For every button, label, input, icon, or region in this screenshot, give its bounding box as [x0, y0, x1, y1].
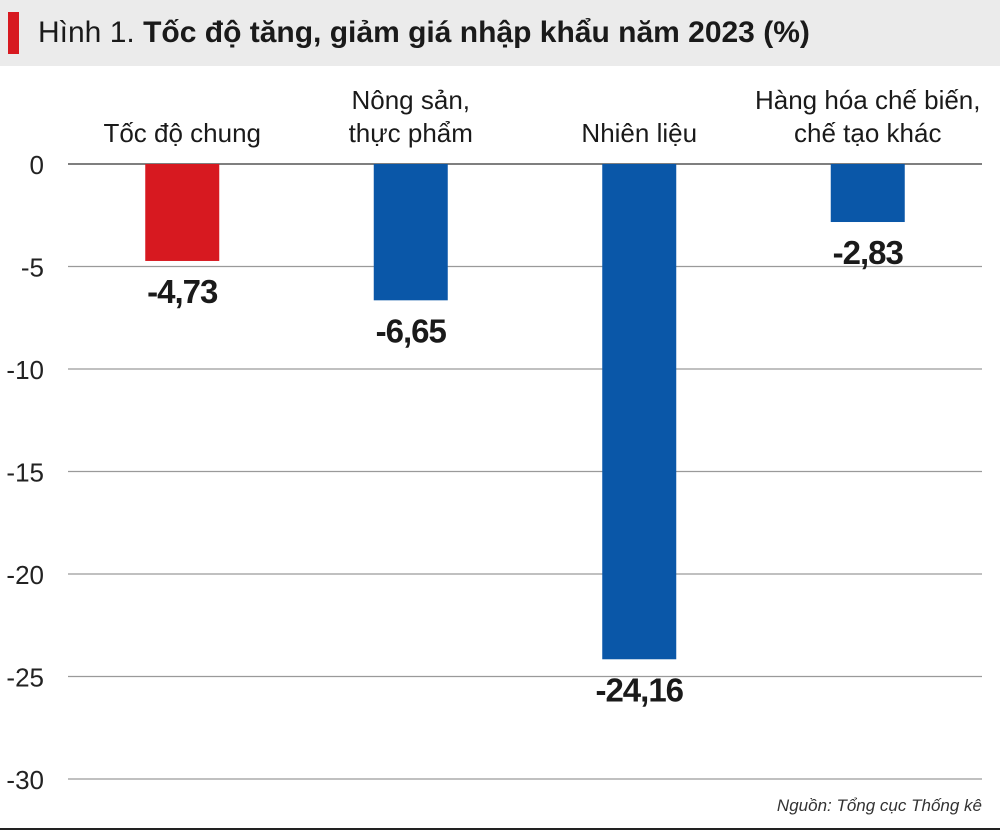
source-note: Nguồn: Tổng cục Thống kê — [776, 796, 982, 815]
chart-title: Hình 1. Tốc độ tăng, giảm giá nhập khẩu … — [38, 13, 810, 53]
y-tick-label: -30 — [6, 765, 44, 795]
data-label: -4,73 — [147, 273, 218, 310]
y-tick-label: -25 — [6, 663, 44, 693]
bar — [373, 164, 448, 301]
y-tick-label: -5 — [21, 253, 44, 283]
y-tick-label: -15 — [6, 458, 44, 488]
category-label: Nhiên liệu — [581, 118, 697, 148]
chart-header: Hình 1. Tốc độ tăng, giảm giá nhập khẩu … — [0, 0, 1000, 66]
category-label: Nông sản, — [351, 85, 470, 115]
title-accent-bar — [8, 12, 19, 54]
category-label: thực phẩm — [349, 118, 473, 148]
data-label: -6,65 — [376, 312, 447, 349]
y-tick-label: -10 — [6, 355, 44, 385]
category-label: Hàng hóa chế biến, — [755, 85, 981, 115]
category-label: Tốc độ chung — [103, 118, 261, 148]
bar-chart: 0 -5 -10 -15 -20 -25 -30 -4,73 Tốc độ chung -6,65… — [6, 85, 982, 795]
data-label: -24,16 — [595, 671, 683, 708]
figure-title: Tốc độ tăng, giảm giá nhập khẩu năm 2023… — [143, 16, 810, 49]
bar — [602, 164, 677, 660]
y-tick-label: -20 — [6, 560, 44, 590]
bottom-rule — [0, 828, 1000, 830]
category-label: chế tạo khác — [794, 118, 941, 148]
figure-number: Hình 1. — [38, 16, 135, 49]
bar — [145, 164, 220, 261]
bar — [830, 164, 905, 223]
data-label: -2,83 — [833, 234, 904, 271]
y-tick-label: 0 — [30, 150, 44, 180]
